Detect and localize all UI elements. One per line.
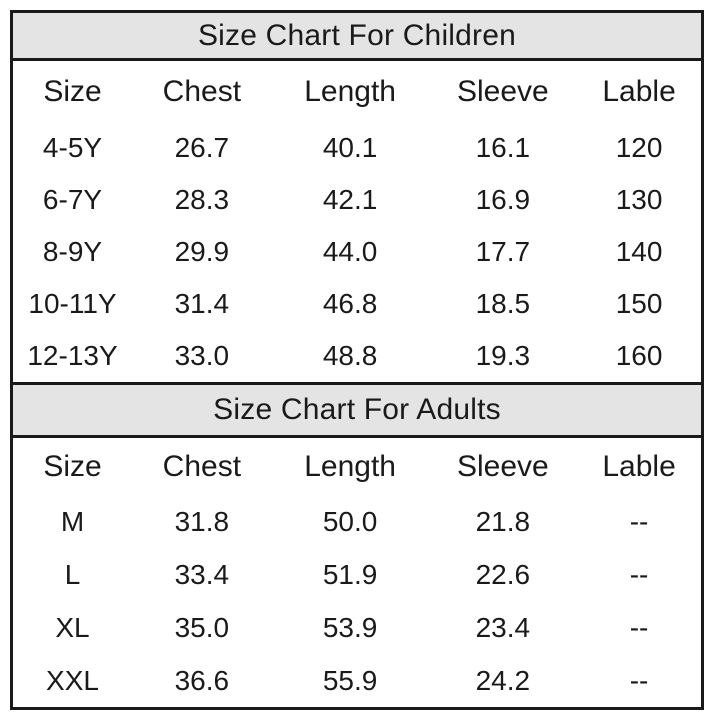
table-cell: 8-9Y [42,236,103,267]
column-header: Chest [162,74,242,108]
column-header: Lable [602,74,676,108]
table-cell: 33.4 [174,558,230,590]
adults-table-title: Size Chart For Adults [13,382,701,438]
table-cell: 120 [615,132,663,163]
table-cell: 53.9 [322,611,378,643]
table-cell: 23.4 [475,611,531,643]
table-cell: 31.4 [174,288,230,319]
table-cell: -- [629,664,649,696]
table-row: 12-13Y 33.0 48.8 19.3 160 [13,330,701,382]
adults-section: Size Chart For Adults Size Chest Length Sle… [13,382,701,707]
children-table-title: Size Chart For Children [13,13,701,61]
table-cell: 51.9 [322,558,378,590]
table-cell: 17.7 [475,236,531,267]
column-header: Size [43,74,102,108]
table-row: 8-9Y 29.9 44.0 17.7 140 [13,226,701,278]
table-cell: 48.8 [322,340,378,371]
table-row: 10-11Y 31.4 46.8 18.5 150 [13,278,701,330]
table-cell: 16.9 [475,184,531,215]
table-cell: 10-11Y [28,288,117,319]
column-header: Length [304,74,396,108]
column-header: Length [304,449,396,483]
column-header: Sleeve [456,449,549,483]
table-cell: XXL [46,664,99,696]
table-cell: 26.7 [174,132,230,163]
table-cell: 42.1 [322,184,378,215]
table-cell: 18.5 [475,288,531,319]
table-cell: 33.0 [174,340,230,371]
table-row: 6-7Y 28.3 42.1 16.9 130 [13,174,701,226]
table-cell: -- [629,505,649,537]
table-cell: 6-7Y [42,184,103,215]
table-cell: 29.9 [174,236,230,267]
table-cell: 150 [615,288,663,319]
table-cell: 50.0 [322,505,378,537]
table-cell: 55.9 [322,664,378,696]
column-header: Chest [162,449,242,483]
table-cell: 36.6 [174,664,230,696]
adults-column-header-row: Size Chest Length Sleeve Lable [13,438,701,495]
table-row: XL 35.0 53.9 23.4 -- [13,601,701,654]
size-chart: Size Chart For Children Size Chest Length S… [10,10,704,710]
column-header: Lable [602,449,676,483]
table-cell: 12-13Y [27,340,118,371]
table-cell: 22.6 [475,558,531,590]
table-cell: 35.0 [174,611,230,643]
table-row: L 33.4 51.9 22.6 -- [13,548,701,601]
adults-table: Size Chest Length Sleeve Lable M 31.8 50.0 21.8… [13,438,701,707]
table-cell: L [64,558,81,590]
table-cell: 40.1 [322,132,378,163]
column-header: Sleeve [456,74,549,108]
table-row: M 31.8 50.0 21.8 -- [13,495,701,548]
table-cell: M [60,505,85,537]
table-cell: 28.3 [174,184,230,215]
table-cell: -- [629,558,649,590]
table-cell: 140 [615,236,663,267]
table-cell: 130 [615,184,663,215]
table-cell: 24.2 [475,664,531,696]
table-cell: 31.8 [174,505,230,537]
column-header: Size [43,449,102,483]
children-column-header-row: Size Chest Length Sleeve Lable [13,61,701,122]
table-cell: -- [629,611,649,643]
table-cell: 46.8 [322,288,378,319]
children-section: Size Chart For Children Size Chest Length S… [13,13,701,382]
table-cell: 21.8 [475,505,531,537]
table-cell: 19.3 [475,340,531,371]
table-cell: 4-5Y [42,132,103,163]
table-row: XXL 36.6 55.9 24.2 -- [13,654,701,707]
table-cell: XL [55,611,90,643]
table-cell: 160 [615,340,663,371]
children-table: Size Chest Length Sleeve Lable 4-5Y 26.7 40.1 1… [13,61,701,382]
table-row: 4-5Y 26.7 40.1 16.1 120 [13,122,701,174]
table-cell: 16.1 [475,132,531,163]
table-cell: 44.0 [322,236,378,267]
